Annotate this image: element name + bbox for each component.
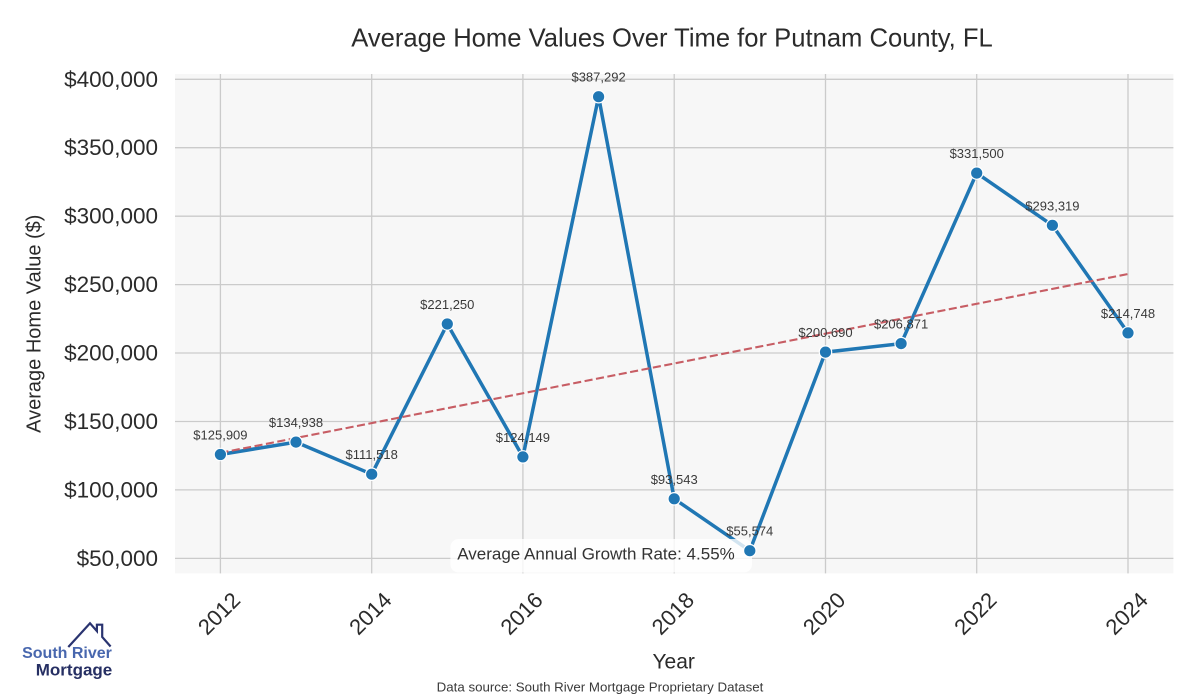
svg-text:Average Home Values Over Time: Average Home Values Over Time for Putnam… [351, 25, 993, 53]
svg-text:$387,292: $387,292 [571, 70, 625, 85]
svg-text:$400,000: $400,000 [64, 67, 158, 92]
svg-text:Data source: South River Mortg: Data source: South River Mortgage Propri… [437, 680, 764, 695]
svg-text:$111,518: $111,518 [346, 447, 398, 462]
svg-text:$300,000: $300,000 [64, 204, 158, 229]
svg-text:$350,000: $350,000 [64, 135, 158, 160]
svg-text:Average Home Value ($): Average Home Value ($) [24, 215, 46, 433]
svg-text:$150,000: $150,000 [64, 409, 158, 434]
svg-text:$214,748: $214,748 [1101, 306, 1155, 321]
svg-text:Mortgage: Mortgage [36, 661, 113, 680]
svg-text:$124,149: $124,149 [496, 430, 550, 445]
svg-text:$50,000: $50,000 [77, 546, 158, 571]
svg-text:$125,909: $125,909 [193, 428, 247, 443]
svg-text:$134,938: $134,938 [269, 415, 323, 430]
svg-text:$100,000: $100,000 [64, 477, 158, 502]
svg-text:Average Annual Growth Rate: 4.: Average Annual Growth Rate: 4.55% [457, 545, 735, 564]
svg-text:South River: South River [22, 645, 112, 662]
svg-text:$221,250: $221,250 [420, 297, 474, 312]
svg-text:$206,871: $206,871 [874, 317, 928, 332]
svg-text:$250,000: $250,000 [64, 272, 158, 297]
svg-text:$93,543: $93,543 [651, 472, 698, 487]
svg-text:$200,690: $200,690 [798, 325, 852, 340]
svg-text:Year: Year [652, 651, 694, 674]
svg-text:$331,500: $331,500 [950, 146, 1004, 161]
svg-text:$293,319: $293,319 [1025, 198, 1079, 213]
svg-text:$55,574: $55,574 [726, 524, 773, 539]
svg-text:$200,000: $200,000 [64, 341, 158, 366]
